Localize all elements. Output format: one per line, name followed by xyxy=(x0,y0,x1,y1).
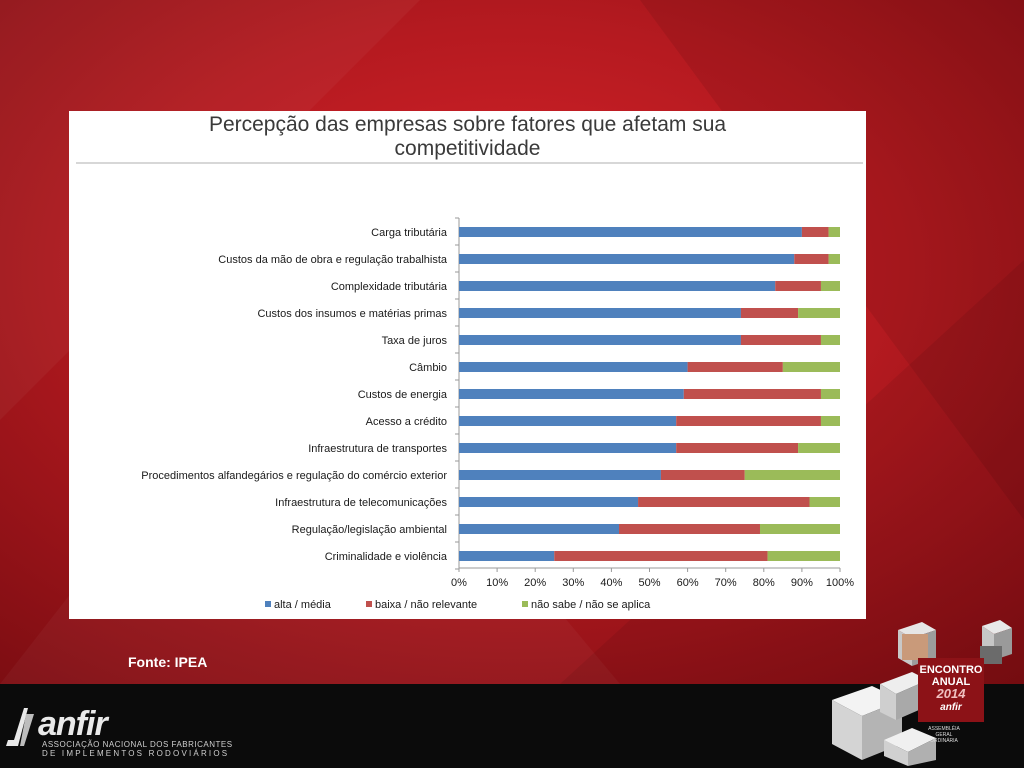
bar-segment-1 xyxy=(459,497,639,507)
x-tick-label: 10% xyxy=(486,577,508,589)
category-label: Custos dos insumos e matérias primas xyxy=(257,308,447,320)
bar-segment-1 xyxy=(459,362,688,372)
bar-segment-2 xyxy=(683,389,821,399)
x-tick-label: 80% xyxy=(753,577,775,589)
bar-segment-3 xyxy=(798,308,840,318)
title-divider xyxy=(76,162,863,164)
bar-segment-2 xyxy=(660,470,745,480)
bar-segment-1 xyxy=(459,524,620,534)
x-tick-label: 30% xyxy=(562,577,584,589)
bar-segment-3 xyxy=(820,416,840,426)
category-label: Carga tributária xyxy=(371,227,448,239)
bar-segment-3 xyxy=(828,227,840,237)
bar-segment-3 xyxy=(767,551,840,561)
x-tick-label: 40% xyxy=(600,577,622,589)
bar-segment-3 xyxy=(744,470,840,480)
bar-segment-3 xyxy=(828,254,840,264)
bar-segment-2 xyxy=(619,524,760,534)
bar-segment-1 xyxy=(459,443,677,453)
source-note: Fonte: IPEA xyxy=(128,654,208,670)
stacked-bar-chart: Carga tributária Custos da mão de obra e … xyxy=(141,217,854,611)
anfir-logo-mark-icon xyxy=(6,708,34,746)
bar-segment-2 xyxy=(676,443,799,453)
legend-swatch xyxy=(522,601,528,607)
legend-label: não sabe / não se aplica xyxy=(531,599,651,611)
event-badge-year: 2014 xyxy=(936,686,966,701)
category-label: Acesso a crédito xyxy=(366,416,447,428)
bar-segment-2 xyxy=(554,551,768,561)
chart-panel: Percepção das empresas sobre fatores que… xyxy=(69,111,866,619)
bar-segment-1 xyxy=(459,470,661,480)
event-badge-line2: ANUAL xyxy=(931,676,971,688)
bar-segment-2 xyxy=(676,416,821,426)
logo-subtitle-line2: DE IMPLEMENTOS RODOVIÁRIOS xyxy=(42,749,230,758)
bar-segment-3 xyxy=(782,362,840,372)
bar-segment-1 xyxy=(459,227,802,237)
category-label: Taxa de juros xyxy=(382,335,448,347)
x-tick-label: 90% xyxy=(791,577,813,589)
bar-segment-2 xyxy=(801,227,829,237)
bar-segment-3 xyxy=(809,497,840,507)
bar-segment-1 xyxy=(459,254,795,264)
bar-segment-3 xyxy=(820,389,840,399)
legend-swatch xyxy=(265,601,271,607)
bar-segment-1 xyxy=(459,416,677,426)
chart-title: Percepção das empresas sobre fatores que… xyxy=(208,113,727,160)
bar-segment-1 xyxy=(459,335,741,345)
legend-swatch xyxy=(366,601,372,607)
bar-segment-2 xyxy=(638,497,810,507)
category-label: Custos de energia xyxy=(358,389,448,401)
bar-segment-3 xyxy=(759,524,840,534)
bar-segment-1 xyxy=(459,308,741,318)
bar-segment-3 xyxy=(820,281,840,291)
event-badge: ENCONTRO ANUAL 2014 anfir ASSEMBLÉIA GER… xyxy=(832,620,1018,766)
x-tick-label: 0% xyxy=(451,577,467,589)
bar-segment-1 xyxy=(459,389,684,399)
logo-subtitle-line1: ASSOCIAÇÃO NACIONAL DOS FABRICANTES xyxy=(42,740,233,749)
category-label: Procedimentos alfandegários e regulação … xyxy=(141,470,447,482)
bar-segment-1 xyxy=(459,551,555,561)
legend-label: baixa / não relevante xyxy=(375,599,477,611)
event-badge-line1: ENCONTRO xyxy=(919,664,983,676)
logo-wordmark: anfir xyxy=(38,705,108,743)
x-tick-label: 100% xyxy=(826,577,854,589)
x-tick-label: 20% xyxy=(524,577,546,589)
category-label: Custos da mão de obra e regulação trabal… xyxy=(218,254,448,266)
category-label: Complexidade tributária xyxy=(331,281,448,293)
event-badge-cubes-icon xyxy=(832,620,1012,766)
bar-segment-2 xyxy=(740,308,799,318)
bar-segment-2 xyxy=(775,281,821,291)
x-tick-label: 70% xyxy=(715,577,737,589)
bar-segment-2 xyxy=(794,254,829,264)
bar-segment-2 xyxy=(740,335,821,345)
legend-label: alta / média xyxy=(274,599,332,611)
category-label: Regulação/legislação ambiental xyxy=(292,524,447,536)
event-badge-box: ENCONTRO ANUAL 2014 anfir xyxy=(918,658,984,722)
category-label: Infraestrutura de transportes xyxy=(308,443,447,455)
x-tick-label: 50% xyxy=(638,577,660,589)
category-label: Câmbio xyxy=(409,362,447,374)
bar-segment-3 xyxy=(820,335,840,345)
bar-segment-1 xyxy=(459,281,776,291)
bar-segment-2 xyxy=(687,362,783,372)
category-label: Infraestrutura de telecomunicações xyxy=(275,497,447,509)
bar-segment-3 xyxy=(798,443,840,453)
category-label: Criminalidade e violência xyxy=(325,551,448,563)
anfir-logo: anfir ASSOCIAÇÃO NACIONAL DOS FABRICANTE… xyxy=(4,704,232,764)
event-badge-brand: anfir xyxy=(940,702,962,713)
event-badge-caption: ASSEMBLÉIA GERAL ORDINÁRIA xyxy=(928,726,960,744)
x-tick-label: 60% xyxy=(677,577,699,589)
